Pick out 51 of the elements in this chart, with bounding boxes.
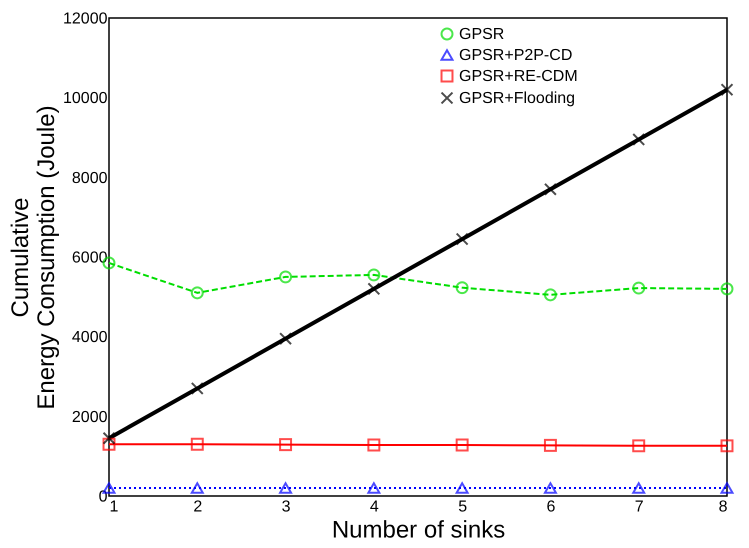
- point: [279, 438, 292, 452]
- x-tick-label: 6: [546, 498, 556, 516]
- y-tick-label: 10000: [63, 90, 108, 108]
- point: [544, 482, 557, 494]
- y-tick-label: 6000: [72, 250, 108, 266]
- legend-label: GPSR+Flooding: [459, 90, 576, 107]
- point: [190, 286, 204, 300]
- x-tick-label: 4: [370, 498, 379, 516]
- point: [632, 439, 646, 452]
- x-axis-title: Number of sinks: [332, 516, 506, 544]
- point: [279, 270, 292, 284]
- point: [632, 133, 646, 146]
- point: [544, 288, 557, 302]
- point: [632, 482, 646, 494]
- point: [720, 482, 734, 494]
- point: [367, 268, 380, 282]
- legend-label: GPSR: [459, 26, 504, 43]
- point: [544, 438, 557, 452]
- point: [279, 482, 292, 494]
- y-tick-label: 8000: [72, 170, 108, 187]
- point: [367, 438, 380, 452]
- legend-label: GPSR+P2P-CD: [459, 47, 572, 64]
- point: [190, 482, 204, 494]
- x-tick-label: 8: [718, 498, 728, 516]
- point: [190, 382, 204, 395]
- x-tick-label: 5: [458, 498, 468, 516]
- point: [720, 282, 734, 296]
- x-tick-label: 1: [110, 498, 118, 516]
- point: [367, 282, 380, 296]
- y-tick-label: 4000: [72, 329, 108, 346]
- y-tick-label: 12000: [63, 10, 108, 28]
- point: [367, 482, 380, 494]
- x-tick-label: 2: [193, 498, 202, 516]
- point: [102, 438, 116, 451]
- point: [456, 232, 469, 246]
- y-tick-label: 2000: [72, 408, 108, 426]
- point: [456, 438, 469, 452]
- point: [279, 332, 292, 346]
- y-axis-title: Cumulative Energy Consumption (Joule): [7, 105, 60, 410]
- point: [190, 438, 204, 451]
- point: [102, 432, 116, 445]
- point: [632, 282, 646, 295]
- point: [720, 439, 734, 452]
- x-tick-label: 3: [282, 498, 291, 516]
- point: [456, 482, 469, 494]
- point: [456, 281, 469, 294]
- x-tick-label: 7: [634, 498, 644, 516]
- y-tick-label: 0: [98, 488, 108, 506]
- legend-label: GPSR+RE-CDM: [459, 68, 578, 85]
- point: [720, 83, 734, 96]
- point: [544, 182, 557, 196]
